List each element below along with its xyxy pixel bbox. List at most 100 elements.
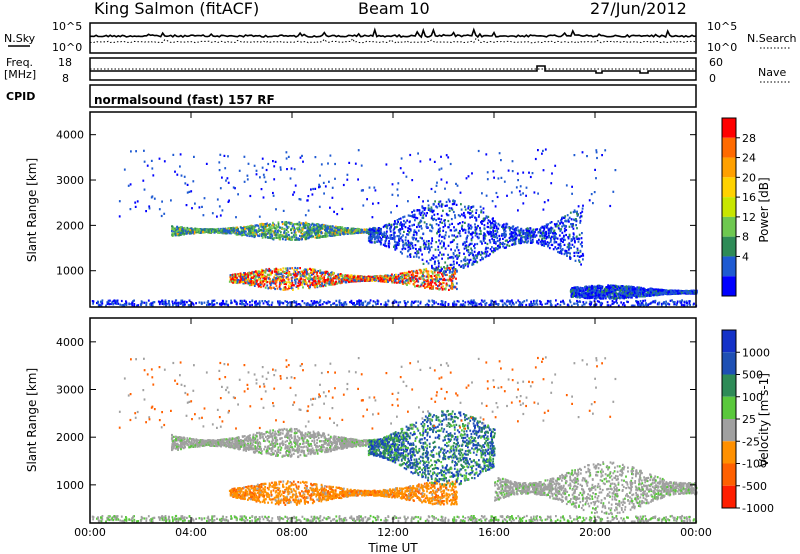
power-cell [233,230,236,233]
power-cell [315,224,317,227]
power-cell [365,230,368,233]
power-cell [277,268,280,271]
power-cell [258,234,260,238]
power-cell [317,233,319,236]
power-cell [563,230,566,233]
power-cell [483,252,486,255]
power-cell [466,262,469,265]
power-cell [495,232,497,235]
power-cell [171,228,174,231]
power-cell [445,200,448,204]
power-cell [451,203,454,206]
power-cell [312,280,315,283]
power-cell [351,229,354,233]
power-cell [457,222,460,226]
power-cell [462,264,465,267]
power-cell [224,230,227,233]
power-cell [210,228,213,231]
power-cell [247,274,250,277]
power-cell [237,278,240,282]
power-cell [543,237,546,240]
power-cell [356,275,359,278]
power-cell [387,236,390,239]
power-cell [297,229,300,232]
power-cell [265,222,267,226]
power-cell [263,223,266,226]
power-cell [411,236,414,239]
power-cell [570,238,573,241]
power-cell [415,253,418,256]
power-cell [432,278,435,281]
power-cell [442,229,445,232]
power-cell [431,272,434,275]
power-cell [472,205,475,208]
power-cell [360,230,362,233]
power-cell [447,253,449,256]
power-cell [454,272,457,275]
power-cell [262,229,265,232]
power-cell [429,258,432,261]
power-cell [324,230,327,233]
power-cell [242,232,244,236]
power-cell [416,250,419,253]
power-cell [284,288,287,291]
power-cell [437,224,440,227]
power-cell [191,228,194,231]
power-cell [245,226,248,229]
power-cell [344,231,347,234]
power-cell [314,279,317,282]
power-cell [300,274,302,277]
power-cell [539,240,542,243]
power-cell [581,210,584,213]
power-cell [483,239,485,242]
power-cell [302,222,305,225]
power-cell [216,231,219,234]
power-cell [430,270,433,273]
power-cell [453,202,456,205]
power-cell [271,230,273,233]
power-cell [314,277,317,280]
power-cell [307,226,309,229]
power-cell [579,221,582,224]
power-cell [245,227,248,230]
power-cell [504,233,506,236]
power-cell [581,245,583,248]
power-cell [453,238,455,242]
power-cell [320,271,323,274]
power-cell [530,241,533,244]
power-cell [173,232,175,235]
power-cell [426,279,429,282]
power-cell [267,277,270,280]
power-cell [625,285,628,288]
power-cell [374,275,376,278]
power-cell [311,222,314,225]
power-cell [427,262,430,265]
power-cell [236,229,238,232]
power-cell [288,233,290,237]
power-cell [412,279,415,282]
power-cell [317,231,319,234]
power-cell [418,248,420,251]
power-cell [484,241,487,244]
power-cell [270,233,273,236]
power-cell [297,226,300,229]
power-cell [349,276,352,279]
power-cell [310,223,313,226]
power-cell [570,223,572,226]
power-cell [227,227,229,230]
power-cell [448,223,451,226]
power-cell [341,231,344,234]
power-cell [414,216,417,219]
power-cell [250,280,253,283]
power-cell [572,218,575,221]
power-cell [321,235,324,238]
power-cell [521,231,524,234]
power-cell [326,278,329,281]
power-cell [464,231,467,234]
power-cell [436,206,439,209]
power-cell [451,222,453,225]
power-cell [250,272,253,275]
power-cell [277,223,280,226]
power-cell [261,236,264,239]
power-cell [434,248,437,251]
